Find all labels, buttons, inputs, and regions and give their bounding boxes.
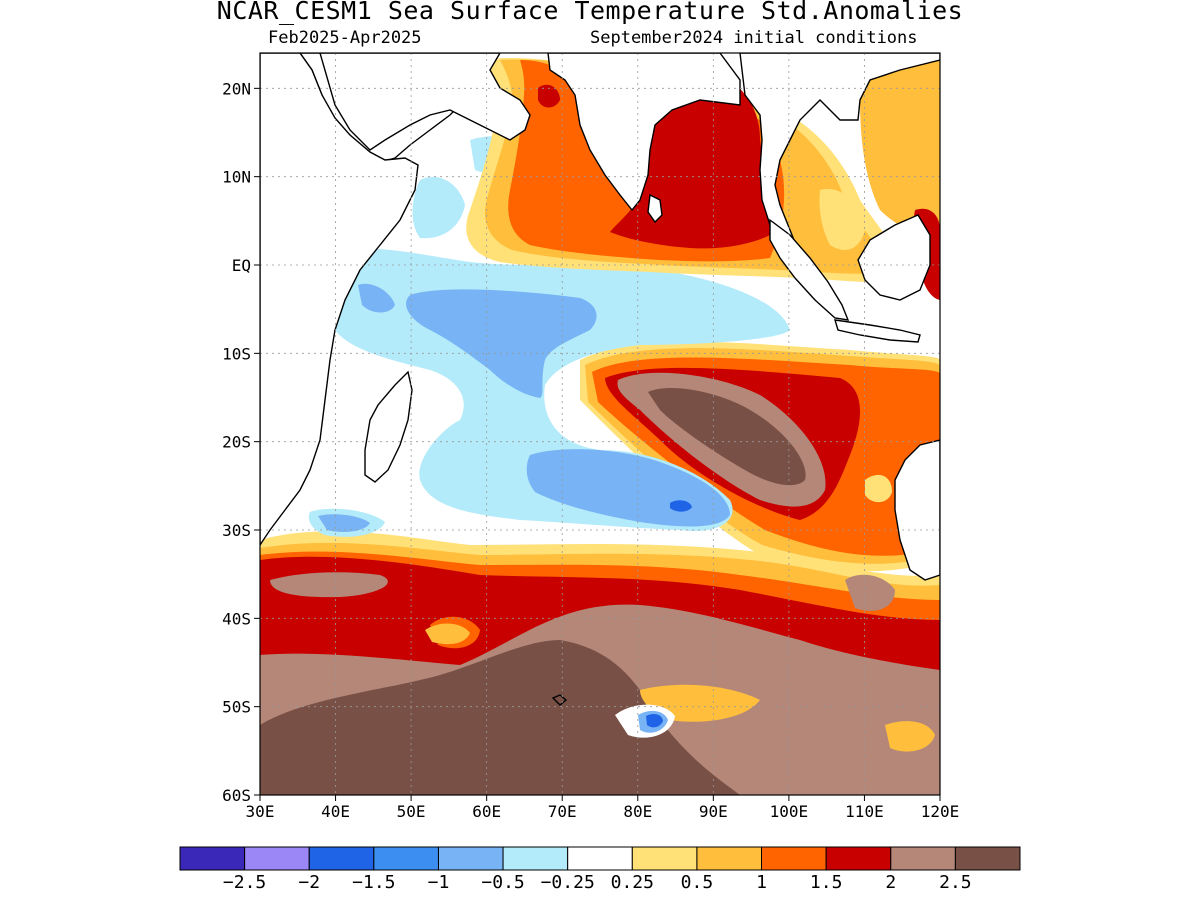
land-kerguelen <box>551 694 568 706</box>
land-india <box>547 53 741 212</box>
anomaly-field <box>260 53 940 795</box>
land-australia <box>894 439 940 581</box>
lat-tick-label: 50S <box>222 698 251 717</box>
colorbar-label: −1 <box>428 872 450 893</box>
land-sri-lanka <box>647 193 663 224</box>
lon-tick-label: 30E <box>246 802 275 821</box>
anomaly-central-patch-a <box>358 283 395 313</box>
map-title: NCAR_CESM1 Sea Surface Temperature Std.A… <box>216 0 964 25</box>
colorbar-label: −0.5 <box>481 872 524 893</box>
anomaly-south-patch-a <box>270 572 388 598</box>
colorbar-swatch <box>437 846 504 871</box>
colorbar-label: −0.25 <box>541 872 595 893</box>
colorbar-label: 1 <box>756 872 767 893</box>
anomaly-arabian-cool <box>412 176 465 239</box>
lat-tick-label: 60S <box>222 786 251 805</box>
colorbar-swatch <box>696 846 763 871</box>
lat-tick-label: 20N <box>222 79 251 98</box>
anomaly-south-max <box>260 640 740 795</box>
lon-tick-label: 60E <box>472 802 501 821</box>
colorbar-label: −2 <box>298 872 320 893</box>
colorbar-label: −1.5 <box>352 872 395 893</box>
colorbar-swatch <box>502 846 569 871</box>
colorbar-swatch <box>631 846 698 871</box>
lat-tick-label: 10S <box>222 344 251 363</box>
colorbar-label: 2.5 <box>939 872 972 893</box>
lat-tick-label: EQ <box>232 256 251 275</box>
anomaly-indo-warm <box>819 189 865 250</box>
land-borneo <box>857 214 931 301</box>
forecast-period: Feb2025-Apr2025 <box>268 28 422 48</box>
map-axes: 30E 40E 50E 60E 70E 80E 90E 100E 110E 120E 20N 10N E… <box>222 79 959 821</box>
colorbar-swatch <box>954 846 1021 871</box>
land-java <box>834 319 921 343</box>
land-somalia-east-africa <box>260 53 419 547</box>
colorbar-label: 1.5 <box>810 872 843 893</box>
anomaly-south-patch-g <box>646 713 663 728</box>
lon-tick-label: 110E <box>845 802 884 821</box>
colorbar-swatch <box>890 846 956 871</box>
lon-tick-label: 80E <box>623 802 652 821</box>
colorbar-label: −2.5 <box>223 872 266 893</box>
anomaly-south-patch-h <box>845 574 895 611</box>
colorbar-label: 0.25 <box>611 872 654 893</box>
anomaly-central-patch-c <box>670 500 692 512</box>
colorbar-swatch <box>179 846 246 871</box>
map-gridlines <box>260 53 940 795</box>
initial-conditions: September2024 initial conditions <box>590 28 918 48</box>
lon-tick-label: 90E <box>699 802 728 821</box>
lon-tick-label: 100E <box>770 802 809 821</box>
colorbar-swatch <box>373 846 439 871</box>
colorbar-label: 2 <box>885 872 896 893</box>
anomaly-south-patch-i <box>885 721 935 752</box>
lon-tick-label: 120E <box>921 802 960 821</box>
land-masses <box>260 53 940 706</box>
lat-tick-label: 40S <box>222 609 251 628</box>
colorbar-label: 0.5 <box>681 872 714 893</box>
anomaly-central-patch-e <box>318 514 370 532</box>
colorbar-swatch <box>825 846 892 871</box>
land-sumatra <box>769 218 850 321</box>
anomaly-south-patch-c <box>425 623 470 645</box>
anomaly-scs-warm <box>860 57 940 232</box>
colorbar-swatch <box>567 846 633 871</box>
colorbar-swatch <box>308 846 375 871</box>
anomaly-arabian-patch <box>538 84 560 108</box>
anomaly-se-max <box>648 388 806 486</box>
lat-tick-label: 10N <box>222 168 251 187</box>
lon-tick-label: 40E <box>321 802 350 821</box>
lat-tick-label: 20S <box>222 433 251 452</box>
colorbar: −2.5 −2 −1.5 −1 −0.5 −0.25 0.25 0.5 1 1.5 2 2.5 <box>179 846 1021 893</box>
anomaly-central-moderate-cool <box>406 289 597 398</box>
map-frame <box>259 52 941 796</box>
land-arabia <box>319 53 531 151</box>
lon-tick-label: 70E <box>548 802 577 821</box>
colorbar-swatch <box>244 846 310 871</box>
colorbar-swatch <box>761 846 827 871</box>
land-madagascar <box>364 370 413 483</box>
lat-tick-label: 30S <box>222 521 251 540</box>
anomaly-se-patch-a <box>865 474 892 503</box>
lon-tick-label: 50E <box>397 802 426 821</box>
